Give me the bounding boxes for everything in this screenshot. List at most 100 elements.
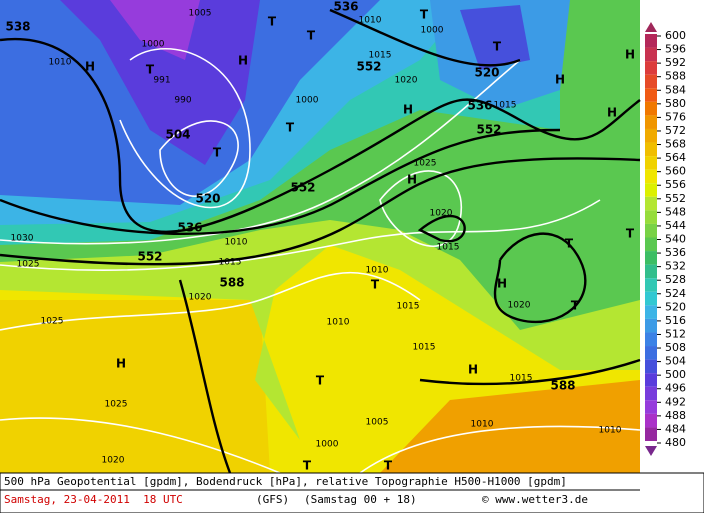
footer-box xyxy=(0,472,704,513)
legend-label: 488 xyxy=(665,409,686,422)
map-label: 536 xyxy=(177,221,202,235)
legend-label: 568 xyxy=(665,138,686,151)
legend-swatch xyxy=(645,74,657,89)
map-label: 1025 xyxy=(414,159,437,169)
legend-label: 496 xyxy=(665,382,686,395)
map-label: H xyxy=(407,173,417,187)
legend-label: 480 xyxy=(665,436,686,449)
map-label: 552 xyxy=(476,123,501,137)
legend-label: 492 xyxy=(665,395,686,408)
map-label: 1025 xyxy=(17,260,40,270)
map-label: 1020 xyxy=(189,293,212,303)
map-label: 1015 xyxy=(397,302,420,312)
map-label: H xyxy=(85,60,95,74)
map-label: 1000 xyxy=(421,26,444,36)
legend-label: 592 xyxy=(665,56,686,69)
legend-swatch xyxy=(645,413,657,428)
legend-swatch xyxy=(645,373,657,387)
map-label: 1025 xyxy=(41,317,64,327)
map-label: 1010 xyxy=(327,318,350,328)
map-label: T xyxy=(626,227,635,241)
legend-swatch xyxy=(645,183,657,197)
map-field xyxy=(0,0,641,474)
legend-label: 584 xyxy=(665,83,686,96)
legend-label: 528 xyxy=(665,273,686,286)
map-label: 588 xyxy=(550,379,575,393)
legend-swatch xyxy=(645,251,657,265)
legend-label: 580 xyxy=(665,97,686,110)
map-label: 1005 xyxy=(366,418,389,428)
map-label: 1010 xyxy=(366,266,389,276)
map-label: 1005 xyxy=(189,9,212,19)
legend-swatch xyxy=(645,223,657,238)
map-label: T xyxy=(316,374,325,388)
legend-swatch xyxy=(645,88,657,102)
map-label: 1015 xyxy=(437,243,460,253)
map-label: T xyxy=(213,146,222,160)
map-label: 1030 xyxy=(11,234,34,244)
isobars xyxy=(0,47,641,474)
legend-swatch xyxy=(645,142,657,157)
map-label: H xyxy=(403,103,413,117)
map-label: H xyxy=(625,48,635,62)
map-label: 1000 xyxy=(316,440,339,450)
color-legend: 6005965925885845805765725685645605565525… xyxy=(645,22,686,456)
legend-label: 560 xyxy=(665,165,686,178)
map-label: 520 xyxy=(474,66,499,80)
legend-swatch xyxy=(645,400,657,414)
legend-arrow-bottom xyxy=(645,446,657,456)
legend-swatch xyxy=(645,305,657,319)
map-label: T xyxy=(146,63,155,77)
map-label: 504 xyxy=(165,128,190,142)
legend-label: 516 xyxy=(665,314,686,327)
legend-label: 564 xyxy=(665,151,686,164)
legend-label: 556 xyxy=(665,178,686,191)
legend-arrow-top xyxy=(645,22,657,32)
map-label: 1020 xyxy=(395,76,418,86)
legend-swatch xyxy=(645,61,657,75)
legend-swatch xyxy=(645,128,657,143)
footer-date: Samstag, 23-04-2011 18 UTC xyxy=(4,493,183,506)
map-label: T xyxy=(286,121,295,135)
map-label: 1000 xyxy=(296,96,319,106)
map-label: 552 xyxy=(290,181,315,195)
map-label: T xyxy=(565,237,574,251)
map-label: 1020 xyxy=(508,301,531,311)
map-label: 588 xyxy=(219,276,244,290)
map-label: T xyxy=(493,40,502,54)
legend-swatch xyxy=(645,346,657,360)
legend-label: 536 xyxy=(665,246,686,259)
map-label: 990 xyxy=(174,96,191,106)
legend-swatch xyxy=(645,210,657,224)
legend-label: 600 xyxy=(665,29,686,42)
map-label: H xyxy=(555,73,565,87)
map-label: T xyxy=(384,459,393,473)
map-label: 1020 xyxy=(430,209,453,219)
legend-swatch xyxy=(645,237,657,252)
map-label: T xyxy=(307,29,316,43)
legend-swatch xyxy=(645,264,657,279)
legend-label: 512 xyxy=(665,327,686,340)
legend-label: 532 xyxy=(665,260,686,273)
footer-title: 500 hPa Geopotential [gpdm], Bodendruck … xyxy=(4,475,567,488)
map-label: 1015 xyxy=(369,51,392,61)
map-label: 1010 xyxy=(599,426,622,436)
legend-swatch xyxy=(645,427,657,441)
legend-swatch xyxy=(645,196,657,211)
legend-label: 508 xyxy=(665,341,686,354)
legend-swatch xyxy=(645,318,657,333)
legend-label: 576 xyxy=(665,110,686,123)
legend-label: 524 xyxy=(665,287,686,300)
map-label: 1010 xyxy=(225,238,248,248)
map-label: T xyxy=(371,278,380,292)
legend-swatch xyxy=(645,101,657,116)
legend-swatch xyxy=(645,169,657,184)
map-label: 552 xyxy=(137,250,162,264)
legend-swatch xyxy=(645,156,657,170)
legend-label: 552 xyxy=(665,192,686,205)
map-label: T xyxy=(268,15,277,29)
map-label: H xyxy=(468,363,478,377)
legend-swatch xyxy=(645,278,657,292)
legend-swatch xyxy=(645,34,657,48)
